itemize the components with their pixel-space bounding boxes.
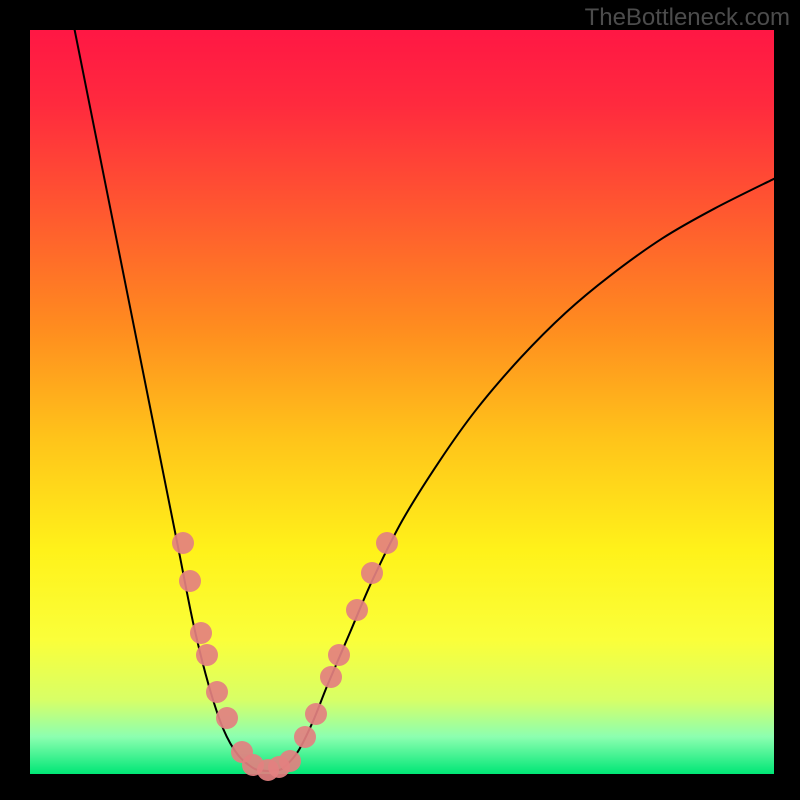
data-marker: [294, 726, 316, 748]
data-marker: [376, 532, 398, 554]
data-marker: [206, 681, 228, 703]
bottleneck-curve: [30, 30, 774, 774]
data-marker: [305, 703, 327, 725]
data-marker: [172, 532, 194, 554]
data-marker: [279, 750, 301, 772]
data-marker: [328, 644, 350, 666]
data-marker: [179, 570, 201, 592]
stage: TheBottleneck.com: [0, 0, 800, 800]
data-marker: [216, 707, 238, 729]
plot-area: [30, 30, 774, 774]
watermark-text: TheBottleneck.com: [585, 4, 790, 32]
data-marker: [190, 622, 212, 644]
data-marker: [196, 644, 218, 666]
data-marker: [320, 666, 342, 688]
curve-path: [75, 30, 774, 771]
data-marker: [346, 599, 368, 621]
data-marker: [361, 562, 383, 584]
